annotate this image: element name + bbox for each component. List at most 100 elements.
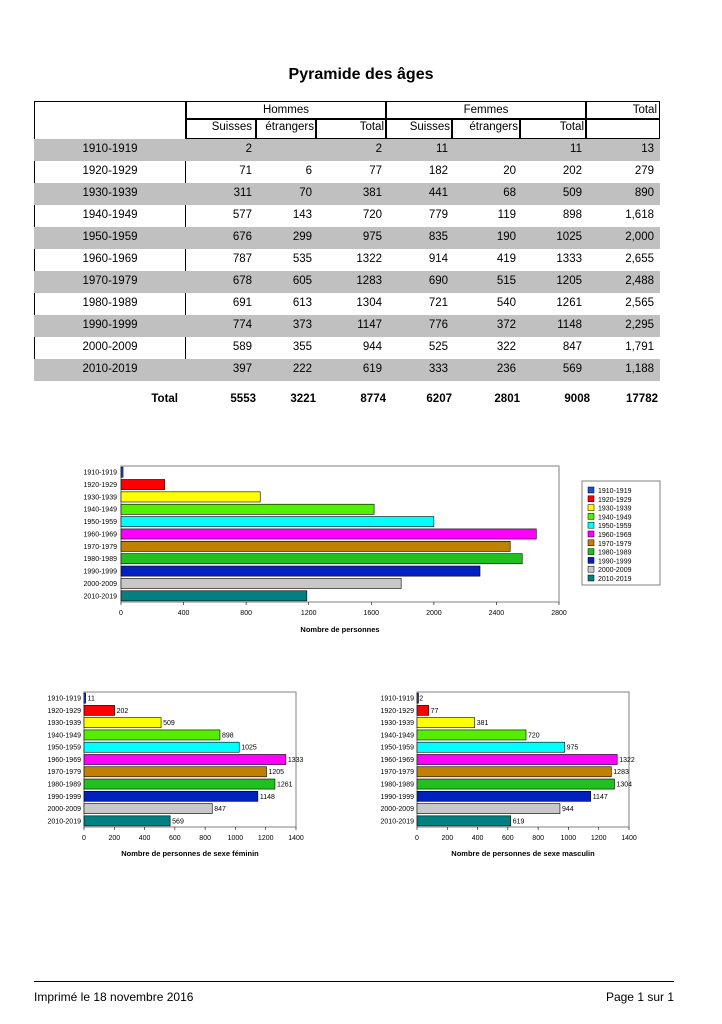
totals-h-etrangers: 3221	[290, 393, 316, 405]
x-tick-label: 1000	[561, 835, 577, 842]
cell-f-suisses: 441	[428, 187, 448, 199]
bar	[83, 705, 115, 716]
cell-f-etrangers: 322	[496, 341, 516, 353]
cell-h-total: 1322	[356, 253, 382, 265]
bar	[416, 778, 615, 790]
totals-f-total: 9008	[564, 393, 590, 405]
totals-h-total: 8774	[360, 393, 386, 405]
cell-f-etrangers: 190	[496, 231, 516, 243]
cell-f-etrangers: 119	[497, 209, 516, 221]
legend-swatch	[587, 486, 595, 494]
total-group-label: Total	[632, 104, 657, 116]
h-total-header: Total	[359, 121, 384, 133]
x-tick-label: 600	[502, 835, 514, 842]
x-axis-label: Nombre de personnes	[300, 625, 379, 634]
category-label: 1980-1989	[84, 556, 118, 563]
cell-h-suisses: 589	[232, 341, 252, 353]
data-label: 898	[222, 732, 234, 739]
f-total-header: Total	[559, 121, 584, 133]
legend-swatch	[587, 557, 595, 564]
legend-entry: 1960-1969	[598, 532, 632, 539]
totals-h-suisses: 5553	[230, 393, 256, 405]
cell-f-total: 509	[562, 187, 582, 199]
legend-swatch	[587, 565, 595, 573]
x-tick-label: 400	[178, 610, 190, 617]
x-tick-label: 200	[108, 835, 120, 842]
category-label: 2010-2019	[381, 818, 415, 825]
data-label: 1283	[613, 769, 629, 776]
x-tick-label: 1200	[301, 610, 317, 617]
cell-f-etrangers: 372	[496, 319, 516, 331]
x-tick-label: 400	[472, 835, 484, 842]
cell-total: 1,188	[625, 363, 654, 375]
bar	[83, 778, 276, 790]
category-label: 1940-1949	[84, 507, 118, 514]
x-tick-label: 0	[415, 835, 419, 842]
footer-page-number: Page 1 sur 1	[605, 990, 674, 1004]
cell-f-suisses: 835	[428, 231, 448, 243]
bar	[120, 503, 375, 515]
bar	[120, 466, 124, 478]
cell-h-total: 2	[375, 143, 382, 155]
cell-h-suisses: 71	[239, 165, 252, 177]
row-label: 1910-1919	[82, 143, 138, 155]
cell-total: 13	[641, 143, 654, 155]
h-suisses-header: Suisses	[211, 121, 252, 133]
cell-h-total: 619	[362, 363, 382, 375]
legend-entry: 1990-1999	[598, 558, 632, 565]
bar	[83, 692, 86, 704]
row-label: 2000-2009	[82, 341, 138, 353]
cell-f-etrangers: 68	[503, 187, 516, 199]
cell-f-etrangers: 540	[496, 297, 516, 309]
x-tick-label: 1000	[228, 835, 244, 842]
x-tick-label: 200	[441, 835, 453, 842]
cell-h-total: 381	[362, 187, 382, 199]
totals-total: 17782	[626, 393, 658, 405]
x-tick-label: 1400	[288, 835, 304, 842]
data-label: 1148	[260, 794, 275, 801]
x-tick-label: 800	[240, 610, 252, 617]
x-tick-label: 2800	[551, 610, 567, 617]
category-label: 1950-1959	[381, 745, 415, 752]
cell-h-etrangers: 143	[292, 209, 312, 221]
table-row: 1950-1959 676 299 975 835 190 1025 2,000	[34, 227, 660, 249]
table-row: 1990-1999 774 373 1147 776 372 1148 2,295	[34, 315, 660, 337]
data-label: 1333	[288, 757, 304, 764]
totals-f-etrangers: 2801	[494, 393, 520, 405]
x-axis-label: Nombre de personnes de sexe féminin	[121, 849, 259, 858]
cell-f-etrangers: 419	[496, 253, 516, 265]
data-label: 1147	[593, 794, 608, 801]
category-label: 1990-1999	[48, 794, 82, 801]
data-label: 847	[214, 806, 226, 813]
cell-f-total: 11	[570, 143, 582, 155]
category-label: 1950-1959	[48, 745, 82, 752]
legend-entry: 1920-1929	[598, 497, 632, 504]
cell-f-total: 1333	[556, 253, 582, 265]
data-label: 720	[528, 732, 540, 739]
x-axis-label: Nombre de personnes de sexe masculin	[451, 849, 595, 858]
data-label: 619	[513, 818, 525, 825]
subheader-box	[316, 119, 386, 139]
bar	[416, 692, 419, 704]
cell-h-suisses: 691	[232, 297, 252, 309]
bar	[83, 729, 221, 741]
bar	[83, 741, 240, 753]
cell-f-suisses: 182	[428, 165, 448, 177]
cell-f-etrangers: 236	[496, 363, 516, 375]
legend-swatch	[587, 495, 595, 503]
row-label: 1960-1969	[82, 253, 138, 265]
cell-f-suisses: 11	[436, 143, 448, 155]
row-label: 1990-1999	[82, 319, 138, 331]
table-row: 2000-2009 589 355 944 525 322 847 1,791	[34, 337, 660, 359]
category-label: 2010-2019	[84, 593, 118, 600]
footer-divider	[34, 981, 674, 982]
cell-h-etrangers: 605	[292, 275, 312, 287]
bar	[83, 815, 171, 827]
data-label: 509	[163, 720, 175, 727]
category-label: 1930-1939	[48, 720, 82, 727]
totals-row: Total 5553 3221 8774 6207 2801 9008 1778…	[34, 392, 660, 410]
data-label: 1261	[277, 781, 293, 788]
bar	[416, 803, 561, 814]
bar	[416, 741, 565, 753]
femmes-group-label: Femmes	[463, 104, 509, 116]
